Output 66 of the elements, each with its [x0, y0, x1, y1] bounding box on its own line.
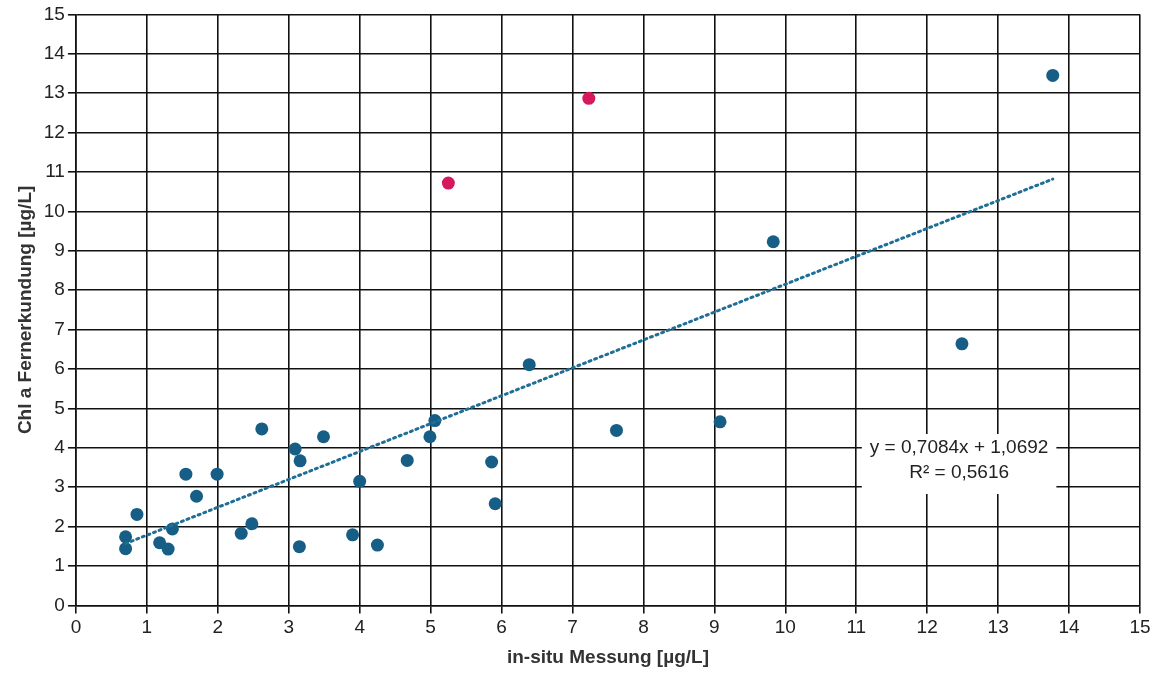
x-tick-label: 15 — [1129, 616, 1151, 638]
x-tick-label: 10 — [774, 616, 796, 638]
x-tick-label: 8 — [638, 616, 649, 638]
y-tick-label: 5 — [54, 396, 65, 418]
point — [609, 423, 623, 437]
y-tick-label: 15 — [43, 2, 65, 24]
point — [119, 530, 133, 544]
x-tick-label: 6 — [496, 616, 507, 638]
annotation: y = 0,7084x + 1,0692 — [869, 435, 1049, 457]
point — [292, 540, 306, 554]
x-tick-label: 11 — [846, 616, 867, 638]
y-tick-label: 14 — [43, 42, 66, 64]
point — [400, 453, 414, 467]
x-tick-label: 3 — [283, 616, 295, 638]
x-tick-label: 7 — [567, 616, 578, 638]
point — [955, 337, 969, 351]
point — [346, 528, 360, 542]
y-tick-label: 8 — [54, 278, 65, 300]
point — [353, 474, 367, 488]
y-tick-label: 2 — [54, 514, 65, 536]
x-tick-label: 9 — [709, 616, 720, 638]
point — [190, 489, 204, 503]
point — [245, 517, 259, 531]
y-tick-label: 13 — [43, 81, 65, 103]
y-tick-label: 11 — [45, 160, 65, 182]
y-tick-label: 1 — [54, 554, 65, 576]
x-tick-label: 14 — [1058, 616, 1081, 638]
y-tick-label: 7 — [54, 317, 65, 339]
x-tick-label: 4 — [354, 616, 366, 638]
point — [130, 507, 144, 521]
y-tick-label: 3 — [54, 475, 65, 497]
point — [293, 454, 307, 468]
x-tick-label: 1 — [141, 616, 153, 638]
point — [210, 467, 224, 481]
point — [441, 176, 455, 190]
y-tick-label: 12 — [43, 120, 65, 142]
x-tick-label: 5 — [425, 616, 436, 638]
point — [288, 442, 302, 456]
x-tick-label: 0 — [70, 616, 82, 638]
point — [488, 497, 502, 511]
point — [161, 542, 175, 556]
point — [766, 235, 780, 249]
y-tick-label: 10 — [43, 199, 65, 221]
y-tick-label: 6 — [54, 357, 65, 379]
point — [713, 415, 727, 429]
point — [119, 542, 133, 556]
point — [153, 536, 167, 550]
point — [485, 455, 499, 469]
x-tick-label: 13 — [987, 616, 1009, 638]
y-tick-label: 4 — [54, 436, 66, 458]
x-tick-label: 2 — [212, 616, 224, 638]
x-tick-label: 12 — [916, 616, 938, 638]
point — [179, 467, 193, 481]
y-tick-label: 0 — [54, 593, 65, 615]
point — [582, 91, 596, 105]
point — [317, 430, 331, 444]
point — [522, 358, 536, 372]
x-axis-title: in-situ Messung [µg/L] — [506, 645, 709, 667]
point — [423, 430, 437, 444]
annotation: R² = 0,5616 — [909, 460, 1010, 482]
point — [1046, 68, 1060, 82]
point — [370, 538, 384, 552]
point — [234, 526, 248, 540]
y-axis-title: Chl a Fernerkundung [µg/L] — [13, 185, 35, 435]
point — [255, 422, 269, 436]
y-tick-label: 9 — [54, 239, 65, 261]
